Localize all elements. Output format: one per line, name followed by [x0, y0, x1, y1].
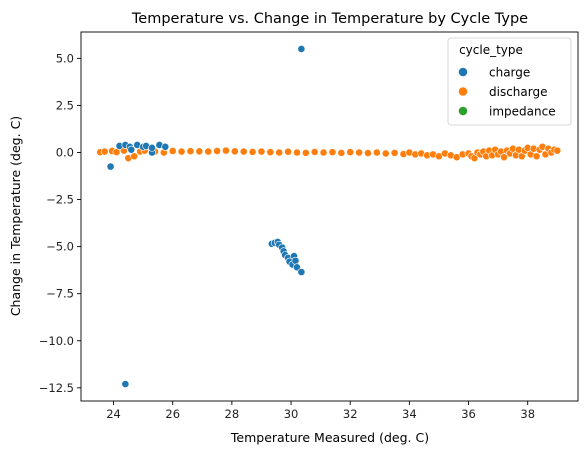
data-point-discharge — [310, 148, 319, 156]
data-point-discharge — [381, 149, 390, 158]
data-point-discharge — [284, 147, 292, 156]
data-point-discharge — [532, 152, 541, 161]
data-point-discharge — [230, 147, 239, 156]
y-tick-label: 5.0 — [56, 51, 74, 65]
data-point-discharge — [112, 148, 121, 157]
data-point-discharge — [355, 148, 363, 157]
y-tick-label: 0.0 — [56, 145, 74, 159]
data-point-charge — [293, 263, 301, 272]
data-point-discharge — [319, 148, 328, 157]
y-tick-label: −5.0 — [46, 240, 74, 254]
x-tick-label: 32 — [343, 407, 358, 421]
data-point-discharge — [346, 148, 355, 157]
data-point-charge — [121, 380, 130, 388]
x-tick-label: 30 — [284, 407, 299, 421]
data-point-discharge — [222, 146, 230, 155]
data-point-discharge — [257, 147, 266, 156]
data-point-charge — [127, 145, 136, 154]
data-point-discharge — [130, 152, 139, 161]
data-point-discharge — [177, 147, 186, 156]
legend-label-discharge: discharge — [489, 85, 547, 99]
y-tick-label: −10.0 — [39, 334, 74, 348]
legend-marker-discharge — [458, 86, 468, 97]
x-tick-label: 36 — [461, 407, 476, 421]
data-point-discharge — [248, 148, 257, 156]
legend-marker-impedance — [458, 106, 468, 116]
data-point-charge — [297, 45, 306, 53]
data-point-discharge — [553, 146, 562, 155]
x-tick-label: 38 — [520, 407, 535, 421]
data-point-discharge — [500, 153, 508, 162]
data-point-discharge — [337, 148, 346, 157]
y-tick-label: −12.5 — [39, 381, 74, 395]
data-points — [96, 45, 562, 388]
data-point-charge — [148, 143, 156, 152]
legend-label-charge: charge — [489, 66, 530, 80]
y-axis-label: Change in Temperature (deg. C) — [8, 116, 23, 316]
data-point-discharge — [364, 149, 372, 157]
data-point-charge — [106, 162, 115, 171]
data-point-discharge — [266, 148, 275, 157]
legend-entries: charge discharge impedance — [458, 66, 556, 119]
data-point-discharge — [195, 147, 204, 156]
plot-area-frame — [80, 31, 579, 402]
y-tick-label: −7.5 — [46, 287, 74, 301]
data-point-charge — [297, 268, 306, 276]
x-axis-label: Temperature Measured (deg. C) — [230, 430, 429, 445]
data-point-discharge — [239, 147, 248, 156]
data-point-discharge — [213, 147, 221, 155]
x-tick-label: 24 — [106, 407, 121, 421]
legend-label-impedance: impedance — [489, 105, 556, 119]
data-point-discharge — [301, 148, 310, 157]
data-point-discharge — [100, 147, 109, 156]
legend-box — [447, 37, 572, 126]
legend: cycle_type charge discharge impedance — [447, 37, 572, 126]
chart-title: Temperature vs. Change in Temperature by… — [131, 11, 528, 27]
data-point-discharge — [372, 148, 381, 157]
legend-title: cycle_type — [459, 43, 523, 57]
y-tick-label: −2.5 — [46, 193, 74, 207]
legend-marker-charge — [458, 67, 468, 77]
x-tick-label: 26 — [165, 407, 180, 421]
x-tick-label: 34 — [402, 407, 417, 421]
data-point-charge — [161, 142, 170, 151]
x-axis-ticks: 24 26 28 30 32 34 36 38 — [106, 401, 535, 421]
data-point-charge — [291, 256, 300, 265]
data-point-discharge — [204, 147, 213, 156]
data-point-discharge — [186, 147, 195, 156]
y-tick-label: 2.5 — [56, 98, 74, 112]
data-point-discharge — [168, 147, 177, 155]
y-axis-ticks: 5.0 2.5 0.0 −2.5 −5.0 −7.5 −10.0 −12.5 — [39, 51, 81, 395]
data-point-discharge — [275, 148, 284, 157]
data-point-discharge — [328, 148, 337, 157]
data-point-discharge — [293, 148, 301, 157]
x-tick-label: 28 — [225, 407, 240, 421]
data-point-discharge — [390, 148, 399, 157]
